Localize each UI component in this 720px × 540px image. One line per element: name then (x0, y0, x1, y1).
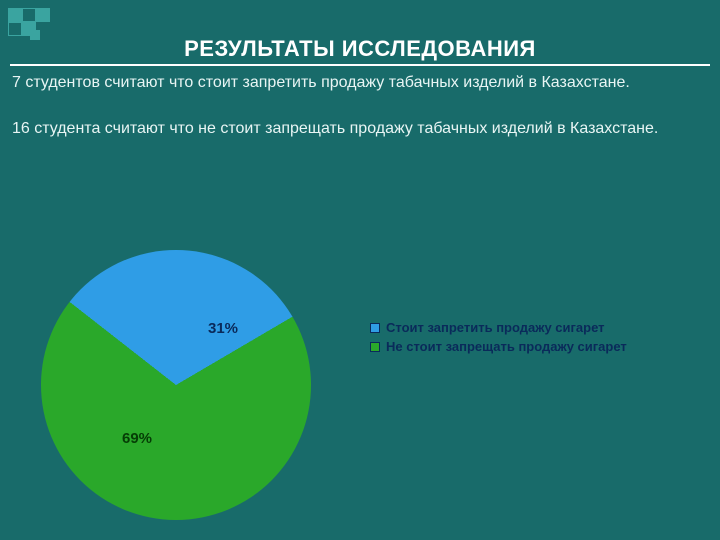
paragraph-2: 16 студента считают что не стоит запреща… (12, 118, 708, 140)
pie-slice-label: 31% (208, 320, 238, 337)
paragraph-1: 7 студентов считают что стоит запретить … (12, 72, 708, 94)
deco-square (22, 8, 36, 22)
pie-disc (41, 250, 311, 520)
legend-label: Стоит запретить продажу сигарет (386, 320, 605, 335)
title-underline (10, 64, 710, 66)
deco-square (8, 8, 22, 22)
legend-marker-icon (370, 323, 380, 333)
legend-label: Не стоит запрещать продажу сигарет (386, 339, 627, 354)
deco-square (8, 22, 22, 36)
legend-item: Стоит запретить продажу сигарет (370, 320, 627, 335)
slide-root: РЕЗУЛЬТАТЫ ИССЛЕДОВАНИЯ 7 студентов счит… (0, 0, 720, 540)
legend-marker-icon (370, 342, 380, 352)
deco-square (36, 8, 50, 22)
pie-slice-label: 69% (122, 430, 152, 447)
pie-chart (41, 250, 311, 520)
title-wrap: РЕЗУЛЬТАТЫ ИССЛЕДОВАНИЯ (0, 36, 720, 62)
legend-item: Не стоит запрещать продажу сигарет (370, 339, 627, 354)
chart-legend: Стоит запретить продажу сигарет Не стоит … (370, 320, 627, 358)
slide-title: РЕЗУЛЬТАТЫ ИССЛЕДОВАНИЯ (184, 36, 536, 61)
